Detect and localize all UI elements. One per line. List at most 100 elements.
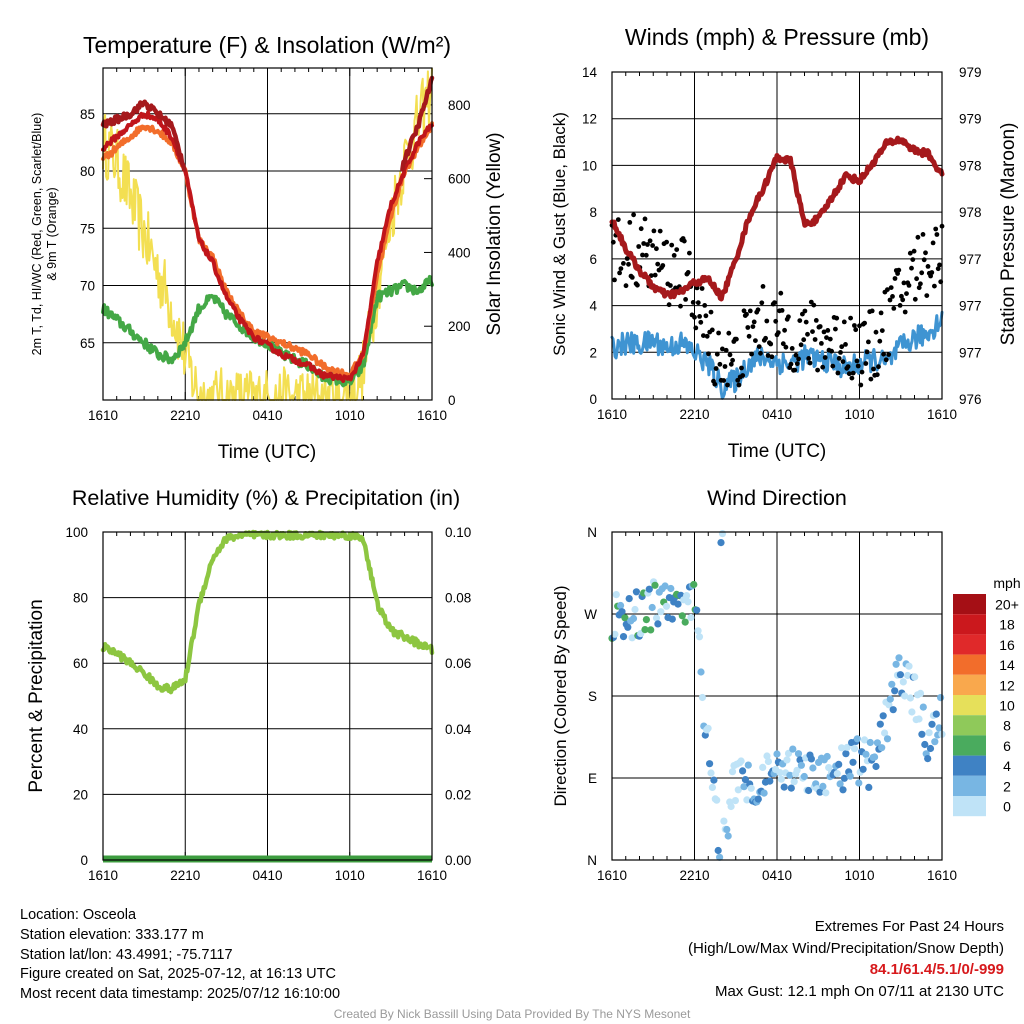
direction-point (866, 738, 874, 747)
gust-point (869, 308, 875, 314)
gust-point (621, 261, 626, 266)
gust-point (708, 309, 714, 315)
temp-yrtick-label: 0 (448, 393, 456, 408)
gust-point (864, 349, 870, 355)
gust-point (930, 240, 936, 246)
gust-point (627, 220, 633, 225)
temp-ytick-label: 80 (80, 164, 95, 179)
gust-point (900, 297, 906, 303)
gust-point (690, 300, 696, 305)
direction-point (800, 772, 808, 781)
gust-point (706, 351, 711, 357)
gust-point (873, 329, 879, 335)
direction-point (777, 775, 785, 783)
direction-point (693, 606, 701, 614)
direction-point (780, 783, 788, 791)
gust-point (643, 252, 649, 258)
gust-point (830, 363, 836, 369)
rh-yrtick-label: 0.02 (445, 787, 471, 802)
legend-swatch (953, 654, 986, 675)
temp-xtick-label: 1610 (88, 408, 118, 423)
wind-title: Winds (mph) & Pressure (mb) (625, 24, 929, 50)
wind-xtick-label: 1610 (927, 407, 957, 422)
gust-point (745, 325, 751, 330)
gust-point (843, 342, 848, 347)
direction-point (743, 796, 751, 804)
direction-point (833, 770, 841, 778)
dir-title: Wind Direction (707, 486, 847, 510)
gust-point (850, 370, 856, 376)
gust-point (736, 382, 742, 388)
gust-point (921, 257, 927, 263)
wind-yrtick-label: 977 (959, 252, 982, 267)
gust-point (664, 239, 669, 245)
wind-yrtick-label: 979 (959, 65, 982, 80)
direction-point (632, 588, 641, 596)
direction-point (878, 744, 886, 752)
legend-swatch (953, 796, 986, 817)
gust-point (623, 283, 629, 289)
gust-point (642, 216, 648, 222)
gust-point (914, 276, 919, 282)
gust-point (699, 286, 705, 291)
gust-point (840, 359, 846, 364)
legend-swatch (953, 735, 986, 756)
direction-point (617, 601, 625, 610)
credit-text: Created By Nick Bassill Using Data Provi… (333, 1007, 691, 1021)
sonic-wind-line (610, 310, 944, 400)
wind-xtick-label: 0410 (762, 407, 792, 422)
gust-point (714, 351, 720, 357)
gust-point (735, 377, 741, 383)
gust-point (919, 270, 925, 276)
legend-label: 8 (1003, 718, 1011, 734)
gust-point (852, 323, 857, 328)
gust-point (779, 308, 785, 313)
gust-point (846, 371, 852, 377)
direction-point (928, 720, 936, 728)
gust-point (740, 373, 746, 378)
rh-xtick-label: 2210 (170, 868, 200, 883)
rh-xtick-label: 0410 (252, 868, 282, 883)
gust-point (703, 313, 709, 319)
temp-ytick-label: 75 (80, 221, 95, 236)
dir-xtick-label: 2210 (679, 868, 709, 883)
direction-point (908, 708, 916, 716)
gust-point (853, 327, 859, 333)
dir-ytick-label: S (588, 689, 597, 704)
gust-point (794, 361, 800, 367)
direction-point (698, 693, 707, 702)
gust-point (618, 266, 624, 271)
gust-point (723, 347, 729, 353)
direction-point (647, 626, 655, 634)
gust-point (934, 232, 940, 237)
gust-point (886, 352, 892, 357)
gust-point (833, 326, 838, 332)
gust-point (885, 287, 890, 292)
direction-point (926, 744, 935, 753)
direction-point (683, 592, 691, 600)
temp-ylabel-2: & 9m T (Orange) (45, 187, 59, 280)
legend-label: 4 (1003, 758, 1011, 774)
direction-point (879, 712, 887, 720)
gust-point (668, 283, 673, 288)
wind-yrtick-label: 978 (959, 205, 982, 220)
gust-point (912, 296, 918, 302)
gust-point (726, 330, 732, 336)
wind-yrtick-label: 978 (959, 158, 982, 173)
direction-point (932, 710, 940, 718)
direction-point (816, 788, 824, 796)
gust-point (773, 318, 779, 324)
direction-point (727, 802, 735, 811)
direction-point (935, 724, 943, 732)
gust-point (933, 226, 939, 232)
gust-point (910, 257, 916, 262)
gust-point (713, 366, 719, 371)
gust-point (827, 336, 833, 342)
direction-point (611, 630, 619, 638)
direction-point (662, 602, 671, 610)
rh-ytick-label: 100 (65, 525, 88, 540)
gust-point (788, 361, 794, 367)
gust-point (929, 270, 935, 275)
direction-point (731, 797, 740, 805)
gust-point (744, 311, 749, 317)
